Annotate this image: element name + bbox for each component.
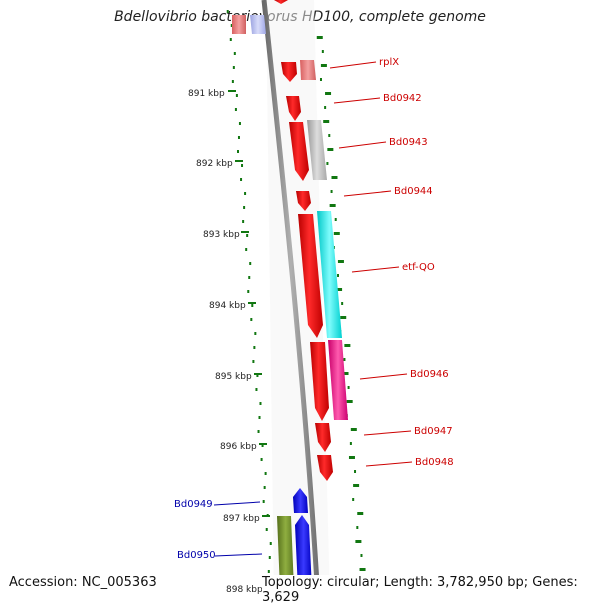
label-leader xyxy=(351,266,400,273)
kbp-tick-label: 891 kbp xyxy=(188,89,225,99)
gene-Bd0949[interactable] xyxy=(293,488,308,513)
label-leader xyxy=(213,501,261,506)
label-leader xyxy=(359,373,408,380)
gc-content-track xyxy=(226,10,370,600)
gene-Bd0950[interactable] xyxy=(295,515,312,590)
gene-arrow xyxy=(274,0,288,4)
label-leader xyxy=(329,61,377,69)
gene-arrow xyxy=(232,15,246,34)
gene-label-rplX[interactable]: rplX xyxy=(379,57,399,68)
gene-label-Bd0944[interactable]: Bd0944 xyxy=(394,186,433,197)
gene-Bd0942[interactable] xyxy=(286,96,301,121)
gene-Bd0947[interactable] xyxy=(315,423,331,452)
gene-etf-QO[interactable] xyxy=(298,214,323,338)
gene-arrow xyxy=(250,15,266,34)
gene-Bd0944[interactable] xyxy=(296,191,311,211)
gene-label-Bd0942[interactable]: Bd0942 xyxy=(383,93,422,104)
gene-Bd0948[interactable] xyxy=(317,455,333,481)
gene-Bd0946[interactable] xyxy=(310,342,329,421)
gene-label-Bd0950[interactable]: Bd0950 xyxy=(177,550,216,561)
cog-Bd0946 xyxy=(328,340,348,420)
kbp-tick-label: 895 kbp xyxy=(215,372,252,382)
label-leader xyxy=(363,430,412,436)
label-leader xyxy=(333,97,381,104)
label-leader xyxy=(338,141,387,149)
label-leader xyxy=(343,190,392,197)
gene-label-etf-QO[interactable]: etf-QO xyxy=(402,262,435,273)
kbp-tick-label: 898 kbp xyxy=(226,585,263,595)
kbp-tick-label: 893 kbp xyxy=(203,230,240,240)
genome-backbone xyxy=(261,0,321,600)
kbp-tick-label: 897 kbp xyxy=(223,514,260,524)
kbp-tick-label: 896 kbp xyxy=(220,442,257,452)
gene-Bd0943[interactable] xyxy=(289,122,309,181)
gene-label-Bd0946[interactable]: Bd0946 xyxy=(410,369,449,380)
kbp-tick-label: 894 kbp xyxy=(209,301,246,311)
cog-Bd0943 xyxy=(307,120,327,180)
gene-label-Bd0947[interactable]: Bd0947 xyxy=(414,426,453,437)
label-leader xyxy=(365,461,413,467)
gene-label-Bd0943[interactable]: Bd0943 xyxy=(389,137,428,148)
topology-text: Topology: circular; Length: 3,782,950 bp… xyxy=(262,575,600,605)
cog-etf-QO xyxy=(317,211,342,338)
cog-rplX xyxy=(300,60,316,80)
cog-Bd0950 xyxy=(277,516,294,590)
gene-label-Bd0948[interactable]: Bd0948 xyxy=(415,457,454,468)
accession-text: Accession: NC_005363 xyxy=(9,575,157,590)
kbp-tick-label: 892 kbp xyxy=(196,159,233,169)
kbp-scale: 891 kbp 892 kbp 893 kbp 894 kbp 895 kbp … xyxy=(188,89,270,595)
gene-label-Bd0949[interactable]: Bd0949 xyxy=(174,499,213,510)
label-leader xyxy=(214,553,263,557)
gene-rplX[interactable] xyxy=(281,62,297,82)
